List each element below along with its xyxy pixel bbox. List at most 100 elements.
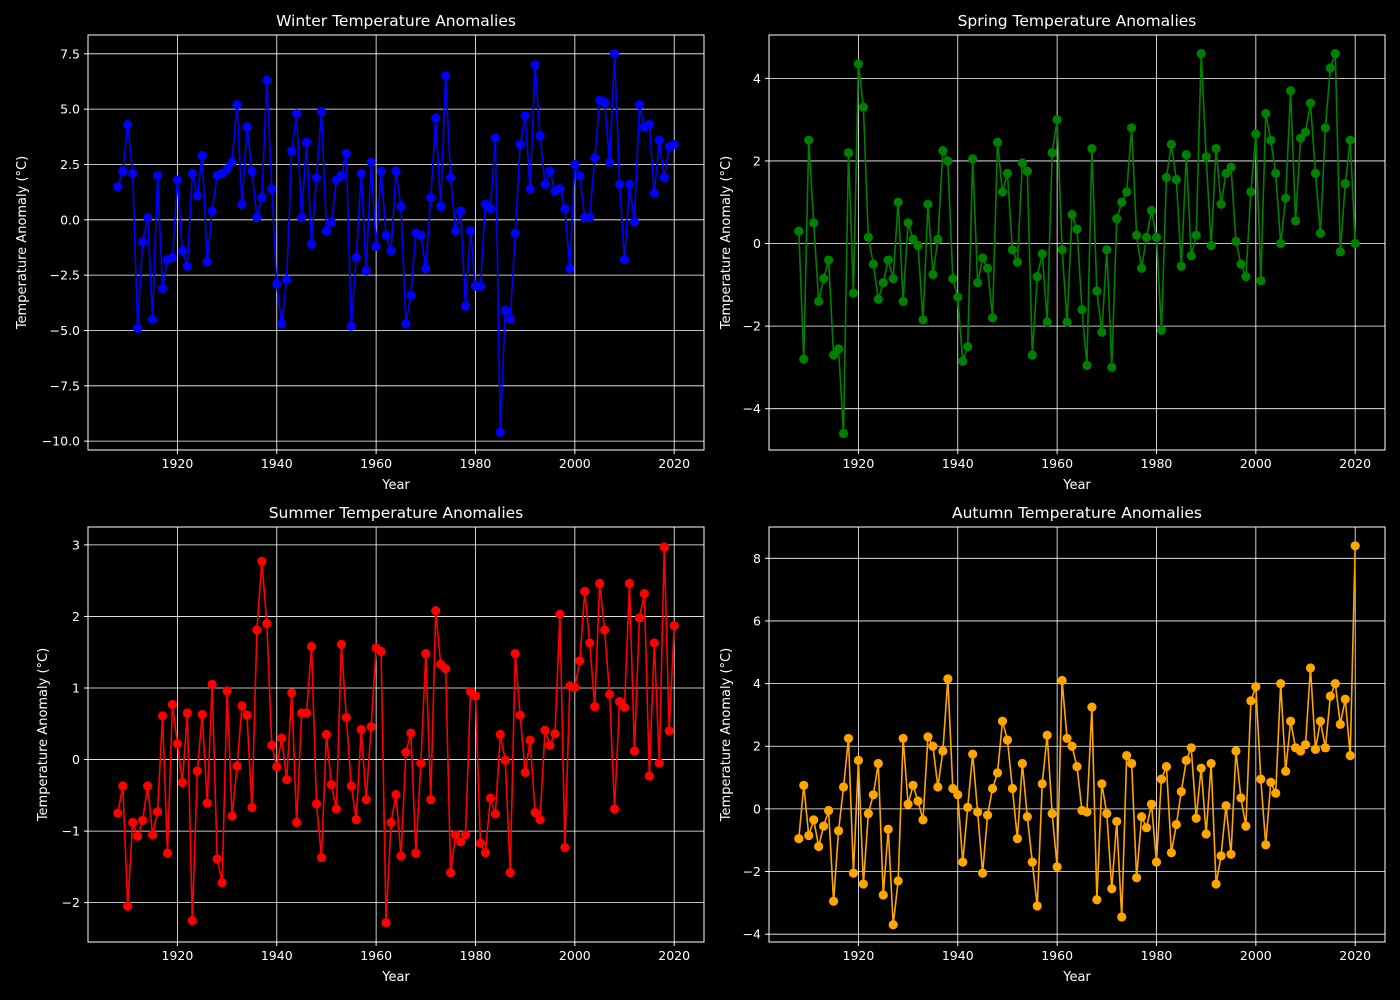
data-point <box>1047 808 1057 819</box>
data-point <box>252 625 262 635</box>
data-point <box>152 170 163 181</box>
data-point <box>133 831 143 841</box>
data-point <box>366 722 376 732</box>
data-point <box>1027 350 1037 360</box>
data-point <box>1087 143 1097 154</box>
data-point <box>634 613 645 623</box>
data-point <box>520 767 530 778</box>
data-point <box>898 296 908 306</box>
y-tick-label: 0 <box>72 752 80 767</box>
data-point <box>535 131 545 141</box>
data-point <box>1206 240 1216 251</box>
data-point <box>933 234 943 245</box>
data-point <box>282 274 292 285</box>
data-point <box>978 253 988 263</box>
data-point <box>272 762 282 772</box>
data-point <box>446 867 456 878</box>
data-point <box>490 133 500 143</box>
data-point <box>1161 762 1172 772</box>
data-point <box>1062 317 1072 327</box>
data-point <box>868 259 878 269</box>
data-point <box>913 796 923 806</box>
data-point <box>560 842 570 853</box>
data-point <box>918 315 928 325</box>
data-point <box>833 344 844 354</box>
data-point <box>1345 751 1355 761</box>
data-point <box>510 649 520 659</box>
x-tick-label: 2020 <box>1339 948 1371 963</box>
data-point <box>242 710 252 720</box>
data-point <box>804 830 814 841</box>
x-tick-label: 1980 <box>1141 948 1173 963</box>
data-point <box>913 240 923 251</box>
y-tick-label: 4 <box>753 71 761 86</box>
data-point <box>530 807 540 818</box>
data-point <box>973 278 983 288</box>
y-tick-label: 7.5 <box>60 46 80 61</box>
data-point <box>1251 682 1261 692</box>
data-point <box>1082 807 1092 817</box>
data-point <box>1276 238 1286 249</box>
data-point <box>883 824 893 834</box>
data-point <box>1032 271 1042 282</box>
data-point <box>316 106 327 116</box>
data-point <box>237 199 247 209</box>
data-point <box>336 639 346 649</box>
data-point <box>968 749 978 759</box>
data-point <box>376 166 386 176</box>
x-tick-label: 1940 <box>261 456 293 471</box>
data-point <box>192 766 202 776</box>
data-point <box>1295 746 1306 756</box>
y-tick-label: −5.0 <box>50 323 80 338</box>
y-tick-label: 6 <box>753 613 761 628</box>
data-point <box>624 578 635 589</box>
data-point <box>162 848 173 858</box>
data-point <box>222 686 232 696</box>
x-tick-label: 2000 <box>1240 948 1272 963</box>
data-point <box>928 741 938 751</box>
data-point <box>287 688 297 698</box>
x-tick-label: 1960 <box>360 948 392 963</box>
x-tick-label: 1920 <box>162 456 194 471</box>
data-point <box>1196 48 1206 59</box>
data-point <box>1201 152 1211 162</box>
data-point <box>485 793 495 803</box>
data-point <box>943 674 953 684</box>
x-tick-label: 1920 <box>843 948 875 963</box>
data-point <box>1112 214 1122 224</box>
x-tick-label: 2000 <box>1240 456 1272 471</box>
data-point <box>1112 816 1122 827</box>
data-point <box>600 625 610 635</box>
y-tick-label: 2 <box>72 609 80 624</box>
data-point <box>510 228 520 238</box>
x-tick-label: 2020 <box>658 456 690 471</box>
data-point <box>863 808 873 819</box>
data-point <box>619 702 630 712</box>
data-point <box>1266 135 1276 145</box>
data-point <box>649 638 659 648</box>
data-point <box>570 159 580 170</box>
data-point <box>446 173 456 183</box>
data-point <box>1156 325 1167 335</box>
data-point <box>978 868 988 878</box>
data-point <box>341 148 351 159</box>
data-point <box>331 804 341 814</box>
data-point <box>1122 751 1132 761</box>
chart-title: Summer Temperature Anomalies <box>269 504 524 522</box>
winter-chart: 1920 1940 1960 1980 2000 2020 −10.0 −7.5 −5.0 −2.… <box>15 12 705 493</box>
data-point <box>1107 884 1117 894</box>
data-point <box>1171 819 1181 830</box>
data-point <box>1057 245 1067 255</box>
series-line <box>798 545 1356 926</box>
data-point <box>157 711 168 721</box>
data-point <box>113 808 123 818</box>
data-point <box>1007 245 1018 255</box>
data-point <box>505 314 515 325</box>
data-point <box>1037 249 1047 259</box>
y-tick-label: −1 <box>62 824 80 839</box>
data-point <box>316 852 327 863</box>
data-point <box>814 841 824 852</box>
data-point <box>883 255 893 265</box>
data-point <box>257 556 267 566</box>
y-tick-label: 3 <box>72 537 80 552</box>
